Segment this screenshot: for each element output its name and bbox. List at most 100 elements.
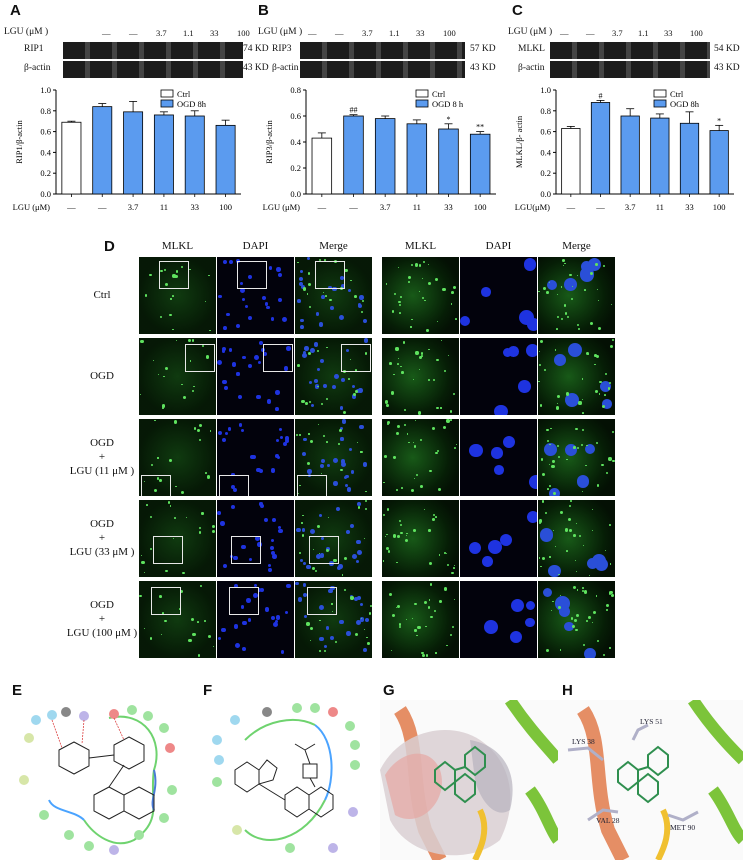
- mlkl-puncta: [429, 561, 433, 565]
- nucleus-dot: [359, 424, 364, 430]
- nucleus-dot: [262, 351, 268, 356]
- legend-label-ctrl: Ctrl: [432, 89, 446, 99]
- nucleus-dot: [302, 451, 307, 456]
- nucleus-dot: [362, 319, 367, 323]
- mlkl-puncta: [545, 291, 549, 294]
- legend-swatch-ctrl: [415, 89, 429, 98]
- mlkl-puncta: [299, 484, 301, 487]
- roi-box: [159, 261, 189, 289]
- nucleus-dot: [310, 404, 314, 408]
- mlkl-puncta: [549, 556, 551, 558]
- mlkl-puncta: [577, 446, 580, 449]
- mlkl-puncta: [399, 523, 402, 527]
- mlkl-puncta: [566, 550, 568, 552]
- nucleus-dot: [233, 624, 239, 630]
- mlkl-puncta: [149, 547, 153, 550]
- mlkl-puncta: [410, 326, 412, 328]
- nucleus-dot: [494, 404, 508, 415]
- nucleus-dot: [323, 644, 328, 649]
- mlkl-puncta: [431, 518, 435, 522]
- nucleus-dot: [255, 536, 261, 541]
- mlkl-puncta: [606, 609, 609, 612]
- mlkl-puncta: [561, 259, 565, 262]
- mlkl-puncta: [397, 267, 399, 269]
- mlkl-puncta: [141, 560, 145, 565]
- nucleus-dot: [357, 595, 362, 601]
- y-tick-label: 0.2: [540, 168, 551, 178]
- nucleus-dot: [469, 443, 484, 458]
- mlkl-puncta: [393, 293, 396, 296]
- nucleus-dot: [278, 428, 282, 432]
- mlkl-puncta: [611, 303, 613, 305]
- nucleus-dot: [247, 275, 252, 280]
- nucleus-dot: [231, 505, 236, 510]
- mlkl-puncta: [350, 279, 353, 282]
- nucleus-dot: [221, 349, 226, 353]
- nucleus-dot: [358, 388, 363, 393]
- mlkl-puncta: [433, 514, 436, 516]
- mlkl-puncta: [301, 522, 303, 524]
- mlkl-puncta: [443, 369, 446, 372]
- nucleus-dot: [549, 488, 561, 496]
- mlkl-puncta: [391, 310, 395, 313]
- y-tick-label: 0.4: [290, 137, 301, 147]
- nucleus-dot: [306, 564, 311, 570]
- mlkl-puncta: [309, 639, 312, 642]
- mlkl-puncta: [453, 285, 457, 289]
- mlkl-puncta: [589, 574, 591, 576]
- micrograph-tile: [217, 581, 294, 658]
- lane-label: 33: [664, 28, 673, 38]
- micrograph-tile: [295, 419, 372, 496]
- nucleus-dot: [341, 419, 347, 425]
- mlkl-puncta: [399, 304, 402, 307]
- nucleus-dot: [258, 468, 264, 474]
- mlkl-puncta: [360, 450, 363, 454]
- mlkl-puncta: [398, 519, 401, 522]
- mlkl-puncta: [353, 294, 357, 298]
- mlkl-puncta: [400, 531, 404, 535]
- nucleus-dot: [271, 615, 276, 620]
- y-tick-label: 0.4: [40, 147, 51, 157]
- nucleus-dot: [356, 550, 362, 555]
- mlkl-puncta: [609, 590, 613, 594]
- nucleus-dot: [276, 267, 281, 272]
- mlkl-puncta: [453, 567, 455, 569]
- mlkl-puncta: [538, 290, 540, 293]
- nucleus-dot: [231, 484, 236, 489]
- mlkl-puncta: [317, 525, 320, 529]
- mlkl-puncta: [172, 274, 176, 278]
- docking-residues-h: LYS 38 LYS 51 VAL 28 MET 90: [558, 700, 743, 860]
- mlkl-puncta: [435, 277, 439, 281]
- nucleus-dot: [278, 298, 282, 303]
- micrograph-row-label: OGD + LGU (11 μM ): [69, 437, 135, 477]
- mlkl-puncta: [589, 322, 594, 326]
- mlkl-puncta: [198, 527, 201, 530]
- mlkl-puncta: [344, 268, 348, 273]
- mlkl-puncta: [309, 626, 313, 630]
- roi-box: [341, 344, 371, 372]
- mlkl-puncta: [550, 427, 552, 430]
- mlkl-puncta: [446, 419, 450, 423]
- mlkl-puncta: [319, 619, 322, 622]
- mlkl-puncta: [568, 529, 572, 532]
- mlkl-puncta: [327, 516, 329, 519]
- mlkl-puncta: [326, 548, 330, 552]
- panel-label-d: D: [104, 238, 115, 255]
- mlkl-puncta: [189, 360, 191, 362]
- mlkl-puncta: [609, 563, 612, 565]
- nucleus-dot: [328, 588, 333, 594]
- micrograph-tile: [460, 419, 537, 496]
- y-tick-label: 0.4: [540, 147, 551, 157]
- mlkl-puncta: [334, 640, 337, 643]
- mlkl-puncta: [553, 492, 557, 496]
- mlkl-puncta: [578, 401, 582, 405]
- nucleus-dot: [264, 302, 269, 307]
- bar: [343, 115, 364, 195]
- nucleus-dot: [285, 583, 291, 589]
- bar: [561, 128, 581, 195]
- bar: [620, 115, 640, 195]
- mlkl-puncta: [430, 615, 434, 619]
- mlkl-puncta: [608, 591, 612, 595]
- mlkl-puncta: [570, 500, 572, 503]
- kd-label: 43 KD: [714, 63, 740, 73]
